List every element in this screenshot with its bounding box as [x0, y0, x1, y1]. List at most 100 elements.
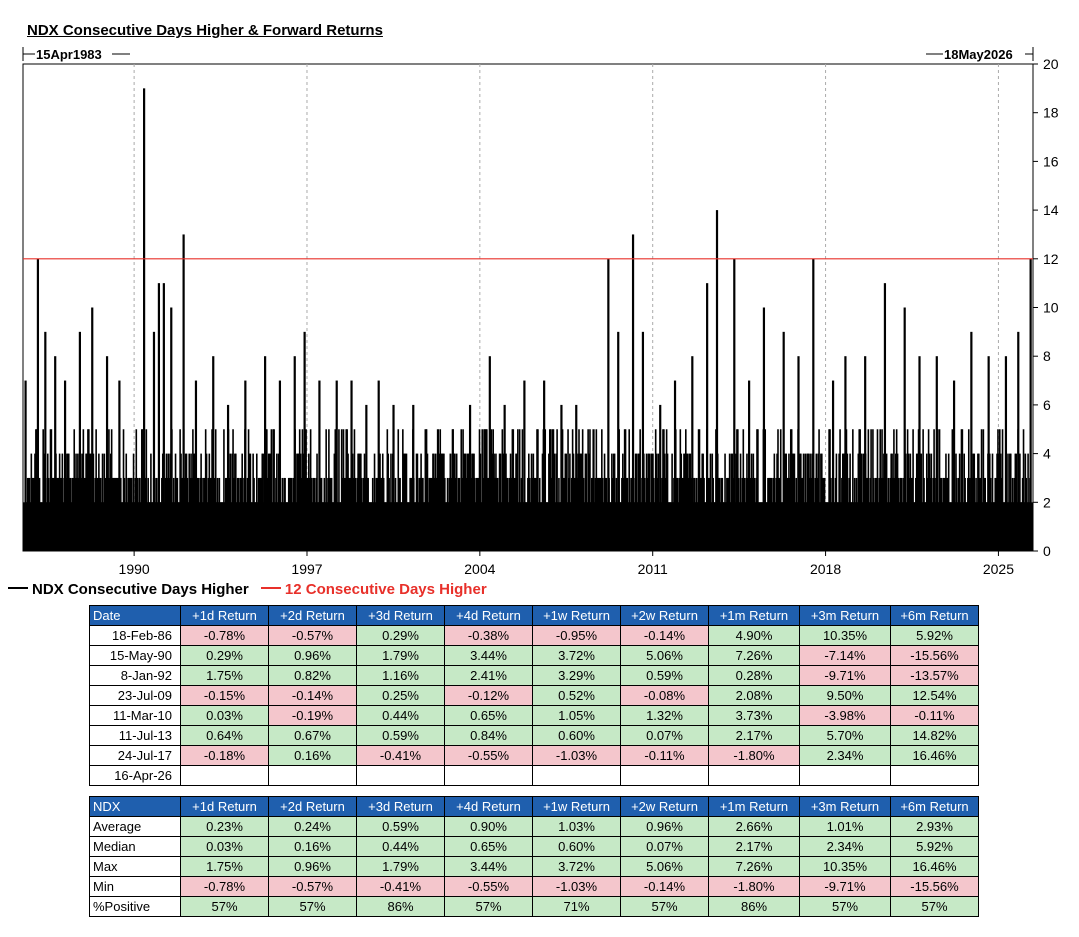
return-cell: 1.79%: [356, 645, 445, 666]
return-cell: 3.73%: [708, 705, 800, 726]
data-bar: [906, 429, 909, 551]
return-cell: -7.14%: [799, 645, 891, 666]
data-bar: [623, 429, 626, 551]
return-cell: 0.44%: [356, 705, 445, 726]
data-bar: [325, 429, 327, 551]
data-bar-peak: [451, 429, 454, 551]
stat-label: Max: [89, 856, 181, 877]
x-axis: 1990 1997 2004 2011 2018 2025: [119, 551, 1014, 577]
data-bar-peak: [659, 404, 662, 551]
data-bar-peak: [797, 356, 800, 551]
data-bar: [662, 429, 664, 551]
stat-cell: 0.96%: [620, 816, 709, 837]
legend-label-threshold: 12 Consecutive Days Higher: [284, 581, 487, 598]
header-cell: +4d Return: [444, 796, 533, 817]
header-cell: +1w Return: [532, 796, 621, 817]
return-cell: -0.18%: [180, 745, 269, 766]
legend-swatch-series: [8, 587, 28, 590]
data-bar: [601, 429, 603, 551]
stat-cell: 0.07%: [620, 836, 709, 857]
return-cell: 0.25%: [356, 685, 445, 706]
stat-cell: 0.44%: [356, 836, 445, 857]
data-bar: [624, 429, 627, 551]
return-cell: 1.75%: [180, 665, 269, 686]
data-bar: [478, 429, 481, 551]
header-cell: +3d Return: [356, 796, 445, 817]
data-bar-peak: [350, 380, 353, 551]
return-cell: 2.34%: [799, 745, 891, 766]
data-bar: [980, 429, 983, 551]
data-bar: [36, 429, 38, 551]
data-bar: [893, 429, 895, 551]
bar-series: [23, 88, 1033, 551]
data-bar-peak: [952, 380, 956, 551]
data-bar: [179, 429, 181, 551]
return-cell: 0.84%: [444, 725, 533, 746]
data-bar-peak: [392, 404, 395, 551]
return-cell: [799, 765, 891, 786]
return-cell: 0.07%: [620, 725, 709, 746]
stat-cell: 1.79%: [356, 856, 445, 877]
stat-cell: 3.44%: [444, 856, 533, 877]
data-bar-peak: [162, 283, 165, 551]
data-bar-peak: [575, 404, 578, 551]
return-cell: -0.14%: [268, 685, 357, 706]
return-cell: -15.56%: [890, 645, 979, 666]
data-bar: [232, 429, 234, 551]
stat-cell: 0.65%: [444, 836, 533, 857]
data-bar: [87, 429, 89, 551]
stat-cell: 0.03%: [180, 836, 269, 857]
table-row: 8-Jan-92 1.75% 0.82% 1.16% 2.41% 3.29% 0.59% 0.…: [89, 665, 979, 686]
data-bar: [309, 429, 312, 551]
data-bar: [578, 429, 580, 551]
data-bar: [997, 429, 999, 551]
data-bar-peak: [226, 404, 230, 551]
summary-stats-table: NDX +1d Return +2d Return +3d Return +4d Ret…: [89, 796, 979, 917]
data-bar: [397, 429, 400, 551]
data-bar-peak: [864, 356, 867, 551]
stats-row: Median 0.03% 0.16% 0.44% 0.65% 0.60% 0.07% 2.17…: [89, 836, 979, 857]
return-cell: 2.17%: [708, 725, 800, 746]
stat-cell: 2.66%: [708, 816, 800, 837]
stat-cell: 7.26%: [708, 856, 800, 877]
data-bar: [779, 429, 782, 551]
return-cell: -0.19%: [268, 705, 357, 726]
data-bar-peak: [212, 356, 215, 551]
stat-cell: 5.06%: [620, 856, 709, 877]
data-bar: [961, 429, 964, 551]
return-cell: 1.05%: [532, 705, 621, 726]
data-bar-peak: [264, 356, 267, 551]
data-bar: [581, 429, 584, 551]
data-bar-peak: [715, 210, 719, 551]
data-bar-peak: [607, 258, 610, 551]
data-bar: [481, 429, 484, 551]
data-bar: [876, 429, 879, 551]
data-bar-peak: [831, 380, 835, 551]
stat-cell: -0.78%: [180, 876, 269, 897]
header-cell: +1d Return: [180, 796, 269, 817]
data-bar-peak: [365, 404, 368, 551]
return-cell: -0.57%: [268, 625, 357, 646]
stat-cell: -0.14%: [620, 876, 709, 897]
return-cell: -13.57%: [890, 665, 979, 686]
date-range-end: 18May2026: [926, 47, 1034, 62]
return-cell: [890, 765, 979, 786]
header-cell: +1m Return: [708, 605, 800, 626]
stat-cell: 57%: [799, 896, 891, 917]
legend-item-series: NDX Consecutive Days Higher: [8, 581, 249, 598]
y-tick-label: 6: [1043, 397, 1051, 413]
return-cell: 3.44%: [444, 645, 533, 666]
return-cell: [180, 765, 269, 786]
data-bar: [697, 429, 700, 551]
data-bar-peak: [706, 283, 709, 551]
header-cell: +3m Return: [799, 796, 891, 817]
data-bar: [518, 429, 521, 551]
chart-title: NDX Consecutive Days Higher & Forward Re…: [27, 22, 383, 39]
data-bar: [737, 429, 739, 551]
y-axis: 0 2 4 6 8 10 12 14 16 18 20: [1033, 56, 1059, 559]
header-cell-label: Date: [89, 605, 181, 626]
data-bar: [685, 429, 687, 551]
header-cell: +6m Return: [890, 796, 979, 817]
return-cell: [444, 765, 533, 786]
data-bar: [511, 429, 514, 551]
